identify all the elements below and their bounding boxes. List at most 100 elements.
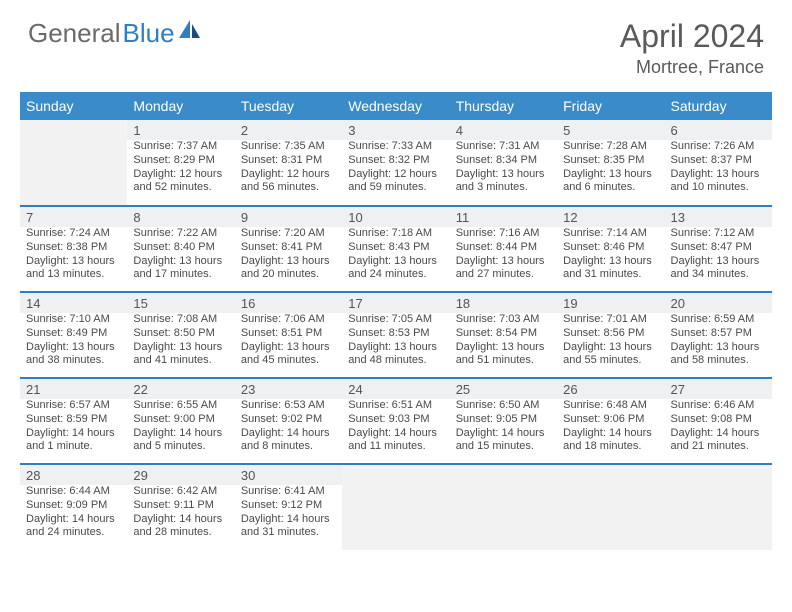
day-number: 1: [127, 120, 234, 140]
day-cell: 22Sunrise: 6:55 AMSunset: 9:00 PMDayligh…: [127, 378, 234, 464]
day-cell: 28Sunrise: 6:44 AMSunset: 9:09 PMDayligh…: [20, 464, 127, 550]
brand-text-gray: General: [28, 18, 121, 49]
brand-text-blue: Blue: [123, 18, 175, 49]
day-number: 12: [557, 207, 664, 227]
day-cell: 27Sunrise: 6:46 AMSunset: 9:08 PMDayligh…: [665, 378, 772, 464]
calendar-row: 28Sunrise: 6:44 AMSunset: 9:09 PMDayligh…: [20, 464, 772, 550]
day-number: 28: [20, 465, 127, 485]
day-cell: 4Sunrise: 7:31 AMSunset: 8:34 PMDaylight…: [450, 120, 557, 206]
day-details: Sunrise: 7:24 AMSunset: 8:38 PMDaylight:…: [20, 227, 127, 286]
weekday-header: Thursday: [450, 92, 557, 120]
day-number: 5: [557, 120, 664, 140]
day-number: 21: [20, 379, 127, 399]
weekday-header: Friday: [557, 92, 664, 120]
day-details: Sunrise: 7:05 AMSunset: 8:53 PMDaylight:…: [342, 313, 449, 372]
day-cell: 26Sunrise: 6:48 AMSunset: 9:06 PMDayligh…: [557, 378, 664, 464]
day-cell: 7Sunrise: 7:24 AMSunset: 8:38 PMDaylight…: [20, 206, 127, 292]
day-number: 8: [127, 207, 234, 227]
day-cell: 8Sunrise: 7:22 AMSunset: 8:40 PMDaylight…: [127, 206, 234, 292]
weekday-header: Sunday: [20, 92, 127, 120]
day-number: 30: [235, 465, 342, 485]
day-number: 27: [665, 379, 772, 399]
empty-cell: [665, 464, 772, 550]
day-details: Sunrise: 6:55 AMSunset: 9:00 PMDaylight:…: [127, 399, 234, 458]
day-number: 6: [665, 120, 772, 140]
day-details: Sunrise: 7:37 AMSunset: 8:29 PMDaylight:…: [127, 140, 234, 199]
day-number: 24: [342, 379, 449, 399]
day-number: 14: [20, 293, 127, 313]
day-number: 29: [127, 465, 234, 485]
day-details: Sunrise: 7:33 AMSunset: 8:32 PMDaylight:…: [342, 140, 449, 199]
day-details: Sunrise: 7:10 AMSunset: 8:49 PMDaylight:…: [20, 313, 127, 372]
calendar-head: SundayMondayTuesdayWednesdayThursdayFrid…: [20, 92, 772, 120]
day-details: Sunrise: 6:53 AMSunset: 9:02 PMDaylight:…: [235, 399, 342, 458]
weekday-header: Saturday: [665, 92, 772, 120]
day-number: 7: [20, 207, 127, 227]
month-title: April 2024: [620, 18, 764, 55]
day-details: Sunrise: 6:59 AMSunset: 8:57 PMDaylight:…: [665, 313, 772, 372]
day-details: Sunrise: 7:20 AMSunset: 8:41 PMDaylight:…: [235, 227, 342, 286]
calendar-row: 14Sunrise: 7:10 AMSunset: 8:49 PMDayligh…: [20, 292, 772, 378]
calendar-row: 21Sunrise: 6:57 AMSunset: 8:59 PMDayligh…: [20, 378, 772, 464]
day-details: Sunrise: 7:14 AMSunset: 8:46 PMDaylight:…: [557, 227, 664, 286]
day-details: Sunrise: 7:28 AMSunset: 8:35 PMDaylight:…: [557, 140, 664, 199]
empty-cell: [20, 120, 127, 206]
day-number: 26: [557, 379, 664, 399]
day-details: Sunrise: 7:12 AMSunset: 8:47 PMDaylight:…: [665, 227, 772, 286]
day-number: 19: [557, 293, 664, 313]
header: GeneralBlue April 2024 Mortree, France: [0, 0, 792, 86]
day-cell: 25Sunrise: 6:50 AMSunset: 9:05 PMDayligh…: [450, 378, 557, 464]
day-cell: 2Sunrise: 7:35 AMSunset: 8:31 PMDaylight…: [235, 120, 342, 206]
weekday-header: Tuesday: [235, 92, 342, 120]
day-number: 4: [450, 120, 557, 140]
day-cell: 14Sunrise: 7:10 AMSunset: 8:49 PMDayligh…: [20, 292, 127, 378]
day-number: 9: [235, 207, 342, 227]
title-block: April 2024 Mortree, France: [620, 18, 764, 78]
day-cell: 9Sunrise: 7:20 AMSunset: 8:41 PMDaylight…: [235, 206, 342, 292]
day-cell: 17Sunrise: 7:05 AMSunset: 8:53 PMDayligh…: [342, 292, 449, 378]
day-details: Sunrise: 6:50 AMSunset: 9:05 PMDaylight:…: [450, 399, 557, 458]
day-cell: 11Sunrise: 7:16 AMSunset: 8:44 PMDayligh…: [450, 206, 557, 292]
calendar-table: SundayMondayTuesdayWednesdayThursdayFrid…: [20, 92, 772, 550]
day-details: Sunrise: 7:03 AMSunset: 8:54 PMDaylight:…: [450, 313, 557, 372]
day-number: 17: [342, 293, 449, 313]
day-number: 16: [235, 293, 342, 313]
weekday-header: Wednesday: [342, 92, 449, 120]
day-details: Sunrise: 7:01 AMSunset: 8:56 PMDaylight:…: [557, 313, 664, 372]
day-cell: 12Sunrise: 7:14 AMSunset: 8:46 PMDayligh…: [557, 206, 664, 292]
day-number: 18: [450, 293, 557, 313]
calendar-body: 1Sunrise: 7:37 AMSunset: 8:29 PMDaylight…: [20, 120, 772, 550]
day-number: 25: [450, 379, 557, 399]
day-cell: 3Sunrise: 7:33 AMSunset: 8:32 PMDaylight…: [342, 120, 449, 206]
day-details: Sunrise: 6:44 AMSunset: 9:09 PMDaylight:…: [20, 485, 127, 544]
day-number: 11: [450, 207, 557, 227]
day-cell: 6Sunrise: 7:26 AMSunset: 8:37 PMDaylight…: [665, 120, 772, 206]
day-details: Sunrise: 6:41 AMSunset: 9:12 PMDaylight:…: [235, 485, 342, 544]
empty-cell: [450, 464, 557, 550]
day-details: Sunrise: 7:26 AMSunset: 8:37 PMDaylight:…: [665, 140, 772, 199]
day-cell: 5Sunrise: 7:28 AMSunset: 8:35 PMDaylight…: [557, 120, 664, 206]
day-cell: 30Sunrise: 6:41 AMSunset: 9:12 PMDayligh…: [235, 464, 342, 550]
empty-cell: [342, 464, 449, 550]
calendar-row: 7Sunrise: 7:24 AMSunset: 8:38 PMDaylight…: [20, 206, 772, 292]
day-cell: 10Sunrise: 7:18 AMSunset: 8:43 PMDayligh…: [342, 206, 449, 292]
day-details: Sunrise: 7:08 AMSunset: 8:50 PMDaylight:…: [127, 313, 234, 372]
day-number: 22: [127, 379, 234, 399]
day-cell: 23Sunrise: 6:53 AMSunset: 9:02 PMDayligh…: [235, 378, 342, 464]
day-details: Sunrise: 7:35 AMSunset: 8:31 PMDaylight:…: [235, 140, 342, 199]
day-number: 23: [235, 379, 342, 399]
calendar-row: 1Sunrise: 7:37 AMSunset: 8:29 PMDaylight…: [20, 120, 772, 206]
day-details: Sunrise: 6:42 AMSunset: 9:11 PMDaylight:…: [127, 485, 234, 544]
day-number: 20: [665, 293, 772, 313]
brand-sail-icon: [179, 20, 201, 45]
day-cell: 19Sunrise: 7:01 AMSunset: 8:56 PMDayligh…: [557, 292, 664, 378]
day-details: Sunrise: 7:16 AMSunset: 8:44 PMDaylight:…: [450, 227, 557, 286]
weekday-header-row: SundayMondayTuesdayWednesdayThursdayFrid…: [20, 92, 772, 120]
empty-cell: [557, 464, 664, 550]
day-cell: 29Sunrise: 6:42 AMSunset: 9:11 PMDayligh…: [127, 464, 234, 550]
day-details: Sunrise: 7:22 AMSunset: 8:40 PMDaylight:…: [127, 227, 234, 286]
day-cell: 13Sunrise: 7:12 AMSunset: 8:47 PMDayligh…: [665, 206, 772, 292]
day-number: 2: [235, 120, 342, 140]
day-details: Sunrise: 7:31 AMSunset: 8:34 PMDaylight:…: [450, 140, 557, 199]
day-number: 15: [127, 293, 234, 313]
